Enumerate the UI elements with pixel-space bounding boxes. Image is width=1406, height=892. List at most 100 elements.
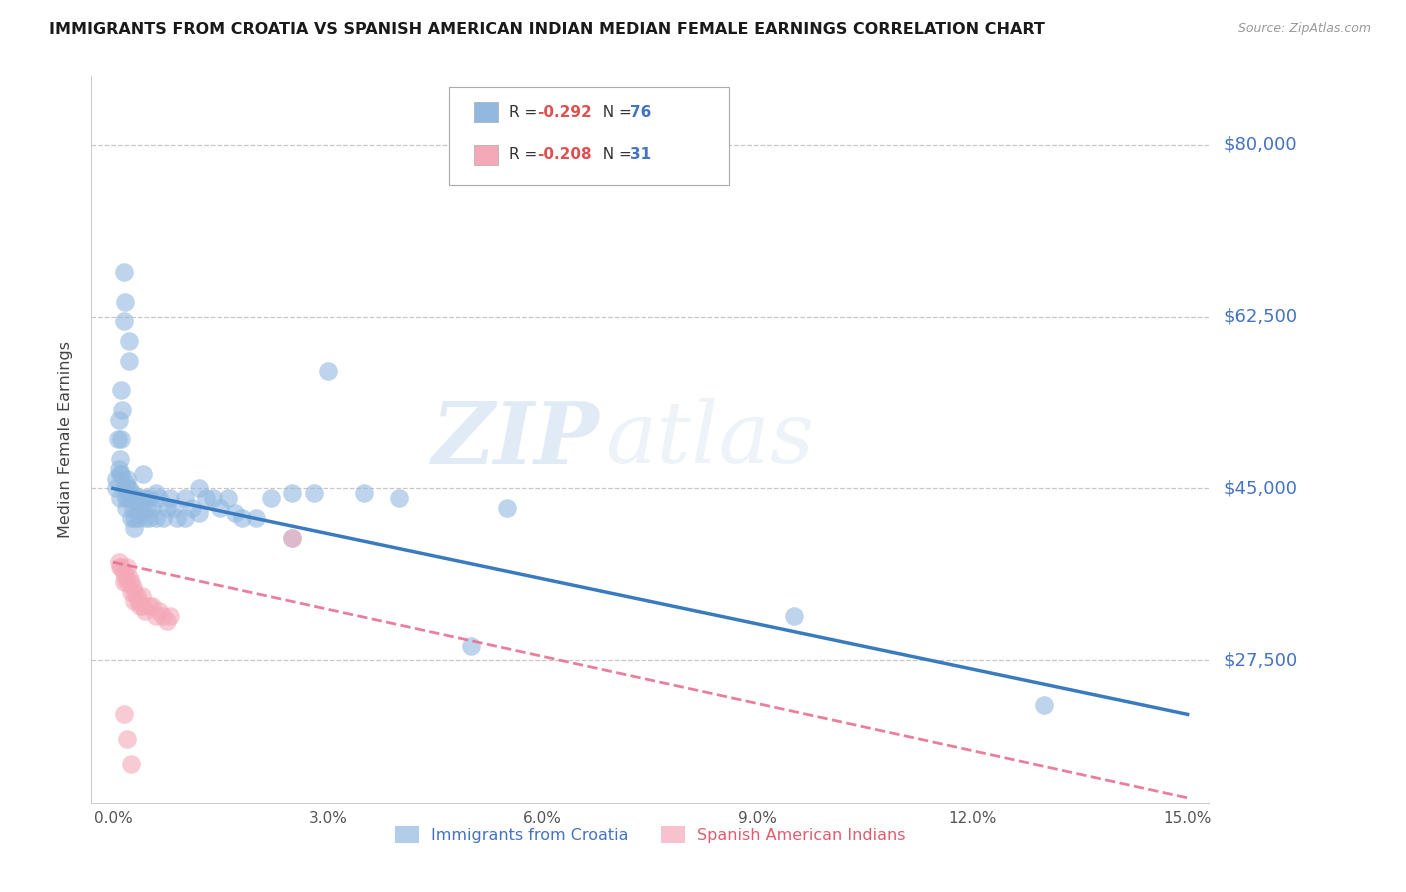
- Point: [112, 565, 135, 579]
- Point: [281, 531, 304, 545]
- Point: [132, 599, 155, 614]
- Point: [110, 560, 132, 574]
- Point: [111, 402, 134, 417]
- Point: [132, 467, 155, 481]
- Point: [231, 511, 253, 525]
- Point: [112, 265, 135, 279]
- Point: [115, 731, 138, 746]
- Point: [112, 482, 135, 496]
- Point: [209, 501, 232, 516]
- Point: [152, 609, 174, 624]
- Point: [496, 501, 519, 516]
- Point: [129, 506, 152, 520]
- Point: [187, 482, 209, 496]
- Point: [152, 511, 174, 525]
- Text: R =: R =: [509, 147, 543, 162]
- Point: [117, 353, 139, 368]
- Point: [163, 501, 186, 516]
- Point: [124, 491, 146, 506]
- Text: 76: 76: [630, 104, 651, 120]
- Point: [110, 383, 132, 397]
- Text: N =: N =: [593, 104, 637, 120]
- Point: [388, 491, 411, 506]
- Point: [138, 491, 160, 506]
- Point: [127, 594, 149, 608]
- Point: [125, 496, 148, 510]
- Point: [108, 452, 131, 467]
- Point: [107, 462, 129, 476]
- Point: [124, 594, 146, 608]
- Point: [202, 491, 225, 506]
- Point: [120, 756, 142, 771]
- Point: [124, 584, 146, 599]
- Point: [148, 491, 170, 506]
- Point: [136, 501, 159, 516]
- Point: [353, 486, 375, 500]
- Point: [114, 501, 136, 516]
- Point: [115, 560, 138, 574]
- Point: [316, 363, 339, 377]
- Point: [114, 476, 136, 491]
- Point: [159, 491, 181, 506]
- Point: [281, 486, 304, 500]
- Point: [105, 472, 128, 486]
- Point: [148, 604, 170, 618]
- Point: [460, 639, 482, 653]
- Point: [159, 609, 181, 624]
- Point: [131, 501, 153, 516]
- Text: IMMIGRANTS FROM CROATIA VS SPANISH AMERICAN INDIAN MEDIAN FEMALE EARNINGS CORREL: IMMIGRANTS FROM CROATIA VS SPANISH AMERI…: [49, 22, 1045, 37]
- Point: [122, 580, 145, 594]
- FancyBboxPatch shape: [449, 87, 728, 185]
- Point: [105, 482, 128, 496]
- Point: [115, 574, 138, 589]
- Point: [115, 482, 138, 496]
- Text: -0.208: -0.208: [537, 147, 592, 162]
- Point: [180, 501, 202, 516]
- Point: [115, 491, 138, 506]
- Text: R =: R =: [509, 104, 543, 120]
- Point: [108, 467, 131, 481]
- Point: [124, 521, 146, 535]
- Text: atlas: atlas: [606, 398, 814, 481]
- Point: [120, 491, 142, 506]
- Point: [156, 501, 179, 516]
- Point: [145, 609, 167, 624]
- Y-axis label: Median Female Earnings: Median Female Earnings: [58, 341, 73, 538]
- Point: [302, 486, 325, 500]
- Point: [110, 433, 132, 447]
- Point: [166, 511, 188, 525]
- Point: [145, 486, 167, 500]
- Point: [129, 599, 152, 614]
- Point: [125, 491, 148, 506]
- Point: [782, 609, 804, 624]
- Point: [224, 506, 246, 520]
- Text: $62,500: $62,500: [1223, 308, 1298, 326]
- Point: [114, 294, 136, 309]
- Point: [120, 511, 142, 525]
- Point: [115, 472, 138, 486]
- Point: [195, 491, 218, 506]
- Point: [173, 511, 195, 525]
- Legend: Immigrants from Croatia, Spanish American Indians: Immigrants from Croatia, Spanish America…: [388, 820, 912, 849]
- Point: [117, 334, 139, 348]
- Point: [127, 501, 149, 516]
- Point: [120, 584, 142, 599]
- Point: [134, 604, 156, 618]
- Point: [112, 314, 135, 328]
- Point: [125, 590, 148, 604]
- Point: [127, 511, 149, 525]
- Point: [114, 570, 136, 584]
- Point: [118, 482, 141, 496]
- FancyBboxPatch shape: [474, 103, 498, 121]
- Point: [259, 491, 281, 506]
- Point: [112, 574, 135, 589]
- Text: Source: ZipAtlas.com: Source: ZipAtlas.com: [1237, 22, 1371, 36]
- Point: [107, 433, 129, 447]
- Point: [124, 511, 146, 525]
- Point: [156, 614, 179, 628]
- Point: [122, 501, 145, 516]
- Point: [145, 511, 167, 525]
- Point: [131, 590, 153, 604]
- Point: [108, 560, 131, 574]
- Text: $27,500: $27,500: [1223, 651, 1298, 669]
